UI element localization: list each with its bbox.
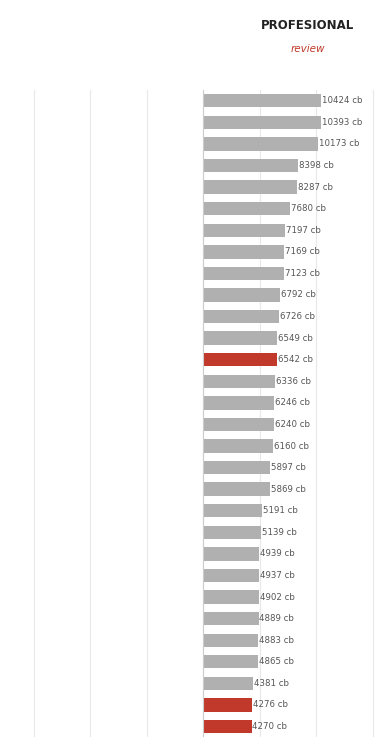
Bar [203,396,274,410]
Bar [203,482,270,496]
Bar [203,418,274,431]
Bar [203,698,252,711]
Text: 10393 cb: 10393 cb [322,118,362,127]
Text: 4902 cb: 4902 cb [260,593,294,602]
Text: 7123 cb: 7123 cb [285,269,320,278]
Text: 6542 cb: 6542 cb [278,355,313,365]
Bar [203,612,258,625]
Bar [203,94,321,107]
Text: Resultado multinúcleo: Resultado multinúcleo [10,44,121,54]
Bar [203,461,270,474]
Bar [203,137,318,150]
Text: 8398 cb: 8398 cb [299,161,334,170]
Bar [203,180,297,194]
Bar [203,591,259,604]
Bar [203,569,259,582]
Text: 6160 cb: 6160 cb [274,442,309,451]
Text: 8287 cb: 8287 cb [298,182,333,192]
Text: 6240 cb: 6240 cb [275,420,310,429]
Text: 5897 cb: 5897 cb [271,463,306,472]
Text: 7169 cb: 7169 cb [285,247,320,256]
Text: 4270 cb: 4270 cb [252,722,288,731]
Text: 4865 cb: 4865 cb [259,657,294,666]
Bar [203,375,275,388]
Text: 4889 cb: 4889 cb [260,614,294,623]
Bar [203,267,284,280]
Text: 5869 cb: 5869 cb [271,485,306,494]
Text: 5191 cb: 5191 cb [263,506,298,515]
Bar [203,310,279,323]
Bar [203,655,258,668]
Bar [203,224,285,237]
Text: 10424 cb: 10424 cb [322,96,363,105]
Text: 4883 cb: 4883 cb [260,636,294,645]
Text: 6792 cb: 6792 cb [281,290,316,299]
Bar [203,504,262,517]
Bar [203,634,258,647]
Text: 4381 cb: 4381 cb [254,679,289,688]
Bar [203,677,253,690]
Text: 6549 cb: 6549 cb [278,333,313,342]
Bar [203,720,252,733]
Text: 4937 cb: 4937 cb [260,571,295,580]
Text: 4939 cb: 4939 cb [260,549,295,559]
Bar [203,547,259,561]
Bar [203,202,290,216]
Bar [203,245,284,259]
Bar [203,288,280,302]
Text: 7197 cb: 7197 cb [286,226,320,235]
Text: Más es mejor: Más es mejor [10,74,88,84]
Text: 6246 cb: 6246 cb [275,399,310,408]
Bar [203,525,261,539]
Text: 4276 cb: 4276 cb [253,700,288,709]
Text: 5139 cb: 5139 cb [262,528,297,536]
Text: 10173 cb: 10173 cb [319,139,360,148]
Bar [203,331,277,345]
Bar [203,353,277,366]
Text: PROFESIONAL: PROFESIONAL [261,19,355,32]
Bar [203,439,273,453]
Text: 6336 cb: 6336 cb [276,376,311,386]
Text: review: review [291,44,325,54]
Text: 6726 cb: 6726 cb [280,312,315,321]
Bar [203,116,321,129]
Bar [203,159,298,172]
Text: Cinebench R20: Cinebench R20 [10,15,155,33]
Text: 7680 cb: 7680 cb [291,205,326,213]
